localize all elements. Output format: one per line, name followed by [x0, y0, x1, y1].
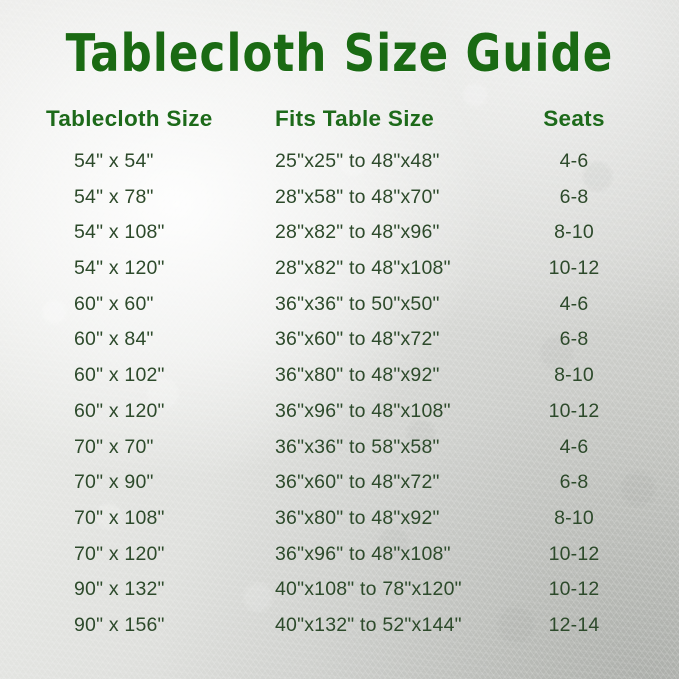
table-row: 70" x 108" 36"x80" to 48"x92" 8-10: [0, 505, 679, 541]
cell-fits-table-size: 36"x36" to 58"x58": [275, 435, 440, 458]
cell-fits-table-size: 36"x60" to 48"x72": [275, 471, 440, 494]
cell-seats: 8-10: [554, 221, 594, 244]
table-row: 60" x 102" 36"x80" to 48"x92" 8-10: [0, 362, 679, 398]
column-header-seats: Seats: [543, 106, 605, 131]
cell-seats: 10-12: [548, 542, 600, 565]
cell-tablecloth-size: 54" x 54": [74, 150, 154, 172]
cell-seats: 10-12: [548, 578, 600, 601]
table-row: 70" x 90" 36"x60" to 48"x72" 6-8: [0, 469, 679, 505]
cell-tablecloth-size: 70" x 120": [74, 542, 165, 565]
cell-tablecloth-size: 54" x 120": [74, 257, 165, 280]
cell-seats: 6-8: [559, 185, 589, 208]
cell-tablecloth-size: 54" x 78": [74, 185, 154, 208]
cell-seats: 6-8: [559, 328, 589, 351]
table-row: 54" x 108" 28"x82" to 48"x96" 8-10: [0, 219, 679, 255]
cell-tablecloth-size: 60" x 102": [74, 364, 165, 387]
cell-tablecloth-size: 90" x 132": [74, 578, 165, 601]
cell-seats: 12-14: [548, 613, 600, 636]
table-row: 54" x 78" 28"x58" to 48"x70" 6-8: [0, 184, 679, 220]
cell-fits-table-size: 40"x132" to 52"x144": [275, 613, 462, 636]
cell-fits-table-size: 36"x80" to 48"x92": [275, 506, 440, 529]
table-row: 90" x 156" 40"x132" to 52"x144" 12-14: [0, 612, 679, 648]
table-row: 70" x 120" 36"x96" to 48"x108" 10-12: [0, 541, 679, 577]
column-header-tablecloth-size: Tablecloth Size: [46, 106, 213, 131]
table-row: 60" x 120" 36"x96" to 48"x108" 10-12: [0, 398, 679, 434]
table-row: 60" x 84" 36"x60" to 48"x72" 6-8: [0, 326, 679, 362]
page-title: Tablecloth Size Guide: [65, 24, 614, 84]
cell-seats: 6-8: [559, 471, 589, 494]
table-body: 54" x 54" 25"x25" to 48"x48" 4-6 54" x 78" 2…: [0, 148, 679, 648]
cell-fits-table-size: 40"x108" to 78"x120": [275, 578, 462, 601]
cell-seats: 10-12: [548, 257, 600, 280]
cell-seats: 8-10: [554, 364, 594, 387]
cell-tablecloth-size: 60" x 84": [74, 328, 154, 351]
cell-tablecloth-size: 60" x 120": [74, 399, 165, 422]
cell-seats: 10-12: [548, 399, 600, 422]
cell-fits-table-size: 28"x58" to 48"x70": [275, 185, 440, 208]
cell-tablecloth-size: 70" x 90": [74, 471, 154, 494]
cell-tablecloth-size: 70" x 70": [74, 435, 154, 458]
cell-fits-table-size: 36"x60" to 48"x72": [275, 328, 440, 351]
cell-fits-table-size: 36"x96" to 48"x108": [275, 399, 451, 422]
table-header-row: Tablecloth Size Fits Table Size Seats: [0, 104, 679, 134]
cell-seats: 4-6: [559, 292, 589, 315]
table-row: 60" x 60" 36"x36" to 50"x50" 4-6: [0, 291, 679, 327]
cell-fits-table-size: 28"x82" to 48"x108": [275, 257, 451, 280]
cell-seats: 4-6: [559, 435, 589, 458]
cell-tablecloth-size: 60" x 60": [74, 292, 154, 315]
table-row: 54" x 120" 28"x82" to 48"x108" 10-12: [0, 255, 679, 291]
table-row: 70" x 70" 36"x36" to 58"x58" 4-6: [0, 434, 679, 470]
cell-tablecloth-size: 54" x 108": [74, 221, 165, 244]
cell-fits-table-size: 25"x25" to 48"x48": [275, 150, 440, 172]
cell-tablecloth-size: 70" x 108": [74, 506, 165, 529]
cell-fits-table-size: 36"x96" to 48"x108": [275, 542, 451, 565]
table-row: 90" x 132" 40"x108" to 78"x120" 10-12: [0, 576, 679, 612]
table-row: 54" x 54" 25"x25" to 48"x48" 4-6: [0, 148, 679, 184]
cell-fits-table-size: 28"x82" to 48"x96": [275, 221, 440, 244]
cell-seats: 8-10: [554, 506, 594, 529]
cell-tablecloth-size: 90" x 156": [74, 613, 165, 636]
cell-fits-table-size: 36"x36" to 50"x50": [275, 292, 440, 315]
cell-fits-table-size: 36"x80" to 48"x92": [275, 364, 440, 387]
cell-seats: 4-6: [559, 150, 589, 172]
column-header-fits-table-size: Fits Table Size: [275, 106, 435, 131]
